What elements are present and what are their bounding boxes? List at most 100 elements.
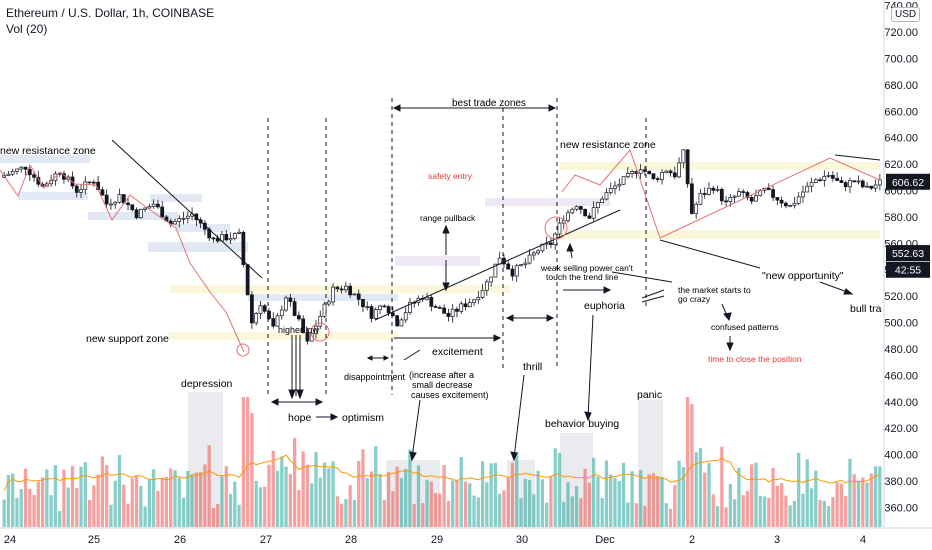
volume-bar [801, 493, 805, 527]
volume-bar [852, 474, 856, 527]
candle-body [826, 174, 831, 177]
volume-bar [399, 477, 404, 527]
candle-body [382, 305, 387, 308]
volume-bar [822, 500, 826, 527]
candle-body [160, 206, 165, 218]
volume-bar [241, 397, 245, 527]
volume-bar [113, 480, 117, 527]
volume-bar [331, 461, 335, 527]
volume-bar [220, 476, 224, 527]
volume-bar [11, 473, 15, 527]
volume-bar [318, 477, 322, 527]
candle-body [540, 243, 545, 252]
candle-body [732, 195, 737, 198]
candle-body [10, 170, 15, 175]
volume-bar [771, 468, 775, 527]
volume-bar [549, 476, 553, 527]
volume-bar [211, 507, 216, 527]
downtrend-line [111, 139, 263, 279]
candle-body [156, 203, 160, 208]
candle-body [865, 185, 869, 188]
candle-body [429, 297, 434, 307]
volume-bar [570, 496, 574, 527]
candle-body [104, 194, 109, 205]
candle-body [301, 318, 306, 334]
candle-body [724, 200, 728, 203]
volume-indicator-label[interactable]: Vol (20) [6, 22, 48, 36]
candle-body [668, 170, 673, 174]
volume-bar [237, 504, 241, 527]
volume-bar [596, 476, 600, 527]
candle-body [467, 302, 472, 308]
candle-body [100, 189, 105, 196]
candle-body [390, 312, 395, 317]
zigzag-left [0, 163, 245, 353]
zone-box [148, 242, 248, 252]
volume-bar [677, 460, 681, 527]
zone-box [485, 198, 610, 206]
volume-bar [36, 481, 40, 527]
volume-bar [75, 487, 79, 527]
candle-body [805, 185, 810, 193]
volume-bar [297, 490, 301, 527]
candle-body [848, 180, 852, 188]
candle-body [839, 180, 844, 183]
volume-bar [335, 496, 339, 527]
label-new-resistance-zone: new resistance zone [0, 145, 96, 157]
candle-body [873, 184, 878, 189]
volume-bar [365, 478, 369, 527]
volume-bar [194, 472, 199, 527]
volume-bar [728, 483, 732, 527]
candle-body [91, 181, 96, 184]
volume-bar [177, 477, 181, 527]
candle-body [643, 169, 647, 172]
candle-body [138, 208, 143, 219]
volume-bar [502, 490, 506, 527]
volume-bar [79, 466, 83, 527]
volume-bar [271, 450, 275, 527]
candle-body [510, 268, 515, 277]
currency-badge[interactable]: USD [891, 7, 921, 22]
y-tick-label: 620.00 [884, 159, 918, 171]
volume-bar [425, 479, 429, 527]
candle-body [775, 197, 780, 201]
volume-bar [856, 480, 861, 527]
volume-bar [737, 467, 741, 527]
label-optimism: optimism [342, 412, 384, 424]
y-tick-label: 460.00 [884, 370, 918, 382]
volume-bar [130, 478, 134, 527]
label-euphoria: euphoria [584, 300, 625, 312]
volume-bar [169, 468, 173, 527]
label-weak-selling-2: touch the trend line [546, 272, 619, 282]
candle-body [113, 201, 118, 205]
volume-bar [352, 499, 357, 527]
candle-body [796, 196, 801, 204]
zone-box [175, 224, 230, 232]
volume-bar [587, 482, 592, 527]
price-tag-label: 42:55 [895, 265, 921, 277]
candle-body [514, 265, 519, 277]
volume-bar [711, 494, 715, 527]
volume-bar [809, 488, 814, 527]
candle-body [177, 218, 182, 222]
volume-bar [139, 486, 143, 527]
candle-body [574, 206, 579, 210]
volume-bar [233, 481, 237, 527]
candle-body [578, 206, 583, 210]
candle-body [348, 285, 353, 296]
candle-body [549, 242, 553, 245]
volume-bar [126, 503, 130, 527]
volume-bar [45, 469, 49, 527]
price-tag-bg [886, 245, 930, 262]
volume-bar [327, 468, 331, 527]
candle-body [408, 301, 412, 313]
volume-bar [322, 462, 327, 527]
volume-bar [438, 493, 442, 527]
candle-body [655, 178, 660, 180]
volume-bar [472, 495, 476, 527]
candle-body [279, 309, 284, 317]
volume-bar [49, 495, 53, 527]
time-axis[interactable]: 24 25 26 27 28 29 30 Dec 2 3 4 [0, 527, 932, 546]
candle-body [519, 264, 523, 267]
